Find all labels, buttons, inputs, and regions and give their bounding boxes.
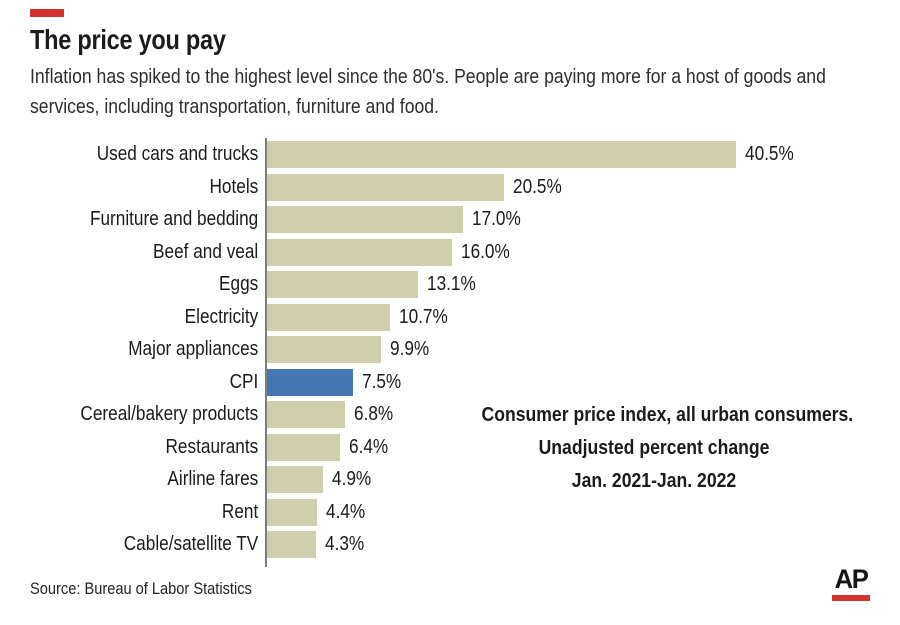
category-label: Cereal/bakery products: [80, 403, 259, 425]
bar: [266, 401, 345, 428]
subtitle: Inflation has spiked to the highest leve…: [30, 62, 826, 122]
value-label: 9.9%: [389, 338, 430, 360]
annotation-line-2: Unadjusted percent change: [538, 437, 770, 459]
chart-row: Eggs 13.1%: [30, 271, 875, 298]
category-label: Electricity: [184, 305, 259, 328]
ap-logo: AP: [831, 565, 871, 601]
chart-row: CPI 7.5%: [30, 368, 875, 396]
bar: [266, 141, 736, 168]
category-label: Major appliances: [128, 338, 259, 360]
chart-row: Electricity 10.7%: [30, 303, 875, 331]
chart-row: Restaurants 6.4%: [30, 433, 875, 461]
annotation-line-3: Jan. 2021-Jan. 2022: [571, 470, 737, 492]
ap-logo-red-underline: [832, 595, 870, 601]
subtitle-line-1: Inflation has spiked to the highest leve…: [30, 66, 826, 88]
category-label: Airline fares: [167, 468, 259, 490]
bar-rows: Used cars and trucks 40.5% Hotels 20.5% Furn…: [30, 141, 875, 558]
red-accent-bar: [30, 9, 64, 17]
annotation-line-1: Consumer price index, all urban consumer…: [481, 404, 854, 426]
bar: [266, 303, 391, 331]
category-label: Used cars and trucks: [96, 143, 259, 165]
category-label: CPI: [229, 370, 259, 393]
category-label: Eggs: [219, 273, 259, 295]
value-label: 4.4%: [326, 500, 366, 523]
category-label: Beef and veal: [153, 240, 259, 263]
chart-row: Rent 4.4%: [30, 498, 875, 526]
y-axis-line: [265, 138, 267, 567]
bar: [266, 173, 504, 201]
bar: [266, 466, 323, 493]
chart-row: Cable/satellite TV 4.3%: [30, 531, 875, 558]
chart-row: Beef and veal 16.0%: [30, 238, 875, 266]
bar-cpi-highlight: [266, 368, 353, 396]
value-label: 20.5%: [512, 175, 562, 198]
bar-chart: Used cars and trucks 40.5% Hotels 20.5% Furn…: [30, 138, 875, 567]
bar: [266, 498, 318, 526]
ap-logo-text: AP: [834, 564, 869, 594]
chart-row: Major appliances 9.9%: [30, 336, 875, 363]
value-label: 16.0%: [460, 240, 510, 263]
category-label: Hotels: [209, 175, 259, 198]
bar: [266, 531, 316, 558]
value-label: 13.1%: [427, 273, 476, 295]
value-label: 6.8%: [353, 403, 394, 425]
chart-annotation: Consumer price index, all urban consumer…: [458, 399, 854, 498]
category-label: Rent: [221, 500, 259, 523]
bar: [266, 206, 464, 233]
value-label: 4.3%: [324, 533, 365, 555]
chart-row: Hotels 20.5%: [30, 173, 875, 201]
chart-row: Cereal/bakery products 6.8%: [30, 401, 875, 428]
category-label: Restaurants: [165, 435, 259, 458]
chart-row: Airline fares 4.9%: [30, 466, 875, 493]
value-label: 4.9%: [331, 468, 372, 490]
chart-row: Used cars and trucks 40.5%: [30, 141, 875, 168]
value-label: 40.5%: [745, 143, 794, 165]
bar: [266, 433, 341, 461]
subtitle-line-2: services, including transportation, furn…: [30, 96, 439, 118]
value-label: 7.5%: [362, 370, 402, 393]
source-credit: Source: Bureau of Labor Statistics: [30, 579, 252, 598]
value-label: 10.7%: [399, 305, 448, 328]
category-label: Cable/satellite TV: [123, 533, 259, 555]
bar: [266, 238, 452, 266]
bar: [266, 336, 381, 363]
page-title: The price you pay: [30, 24, 226, 55]
bar: [266, 271, 418, 298]
category-label: Furniture and bedding: [89, 208, 259, 230]
value-label: 6.4%: [349, 435, 389, 458]
value-label: 17.0%: [472, 208, 522, 230]
chart-row: Furniture and bedding 17.0%: [30, 206, 875, 233]
